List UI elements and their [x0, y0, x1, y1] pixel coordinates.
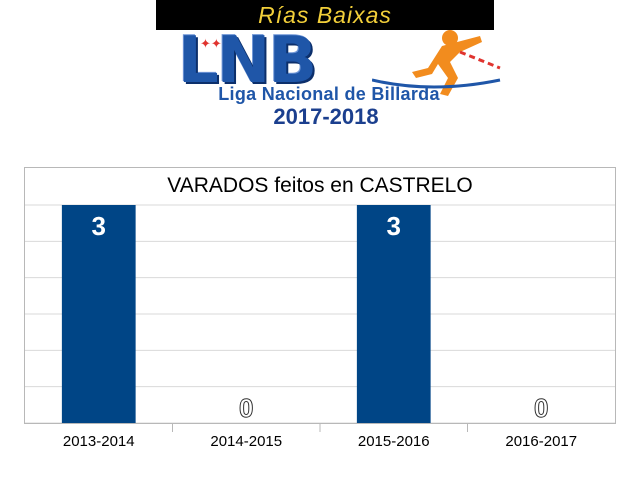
logo-acronym: LNB	[178, 24, 317, 98]
season-label: 2017-2018	[273, 104, 379, 129]
data-label: 0	[534, 393, 548, 423]
chart-title: VARADOS feitos en CASTRELO	[167, 174, 472, 197]
chart-frame: VARADOS feitos en CASTRELO 3 0 3 0	[24, 167, 616, 424]
league-logo: Rías Baixas LNB ✦✦ Liga Nacional de Bill…	[150, 0, 502, 134]
data-label: 0	[239, 393, 253, 423]
bar-2013-2014	[61, 205, 136, 423]
x-axis-ticks: 2013-2014 2014-2015 2015-2016 2016-2017	[63, 424, 577, 450]
data-labels: 3 0 3 0	[92, 211, 549, 423]
bar-2015-2016	[356, 205, 431, 423]
data-label: 3	[92, 211, 106, 241]
bar-chart: VARADOS feitos en CASTRELO 3 0 3 0	[25, 174, 615, 423]
bars	[61, 205, 431, 423]
logo-subtitle: Liga Nacional de Billarda	[218, 84, 440, 104]
x-tick-label: 2015-2016	[358, 433, 430, 450]
player-figure-icon	[372, 30, 501, 96]
x-tick-label: 2013-2014	[63, 433, 135, 450]
x-axis: 2013-2014 2014-2015 2015-2016 2016-2017	[63, 424, 577, 450]
x-tick-label: 2016-2017	[505, 433, 577, 450]
x-tick-label: 2014-2015	[210, 433, 282, 450]
data-label: 3	[387, 211, 401, 241]
logo-banner-text: Rías Baixas	[258, 2, 392, 28]
logo-banner: Rías Baixas	[156, 0, 494, 30]
logo-stars-icon: ✦✦	[200, 36, 222, 51]
